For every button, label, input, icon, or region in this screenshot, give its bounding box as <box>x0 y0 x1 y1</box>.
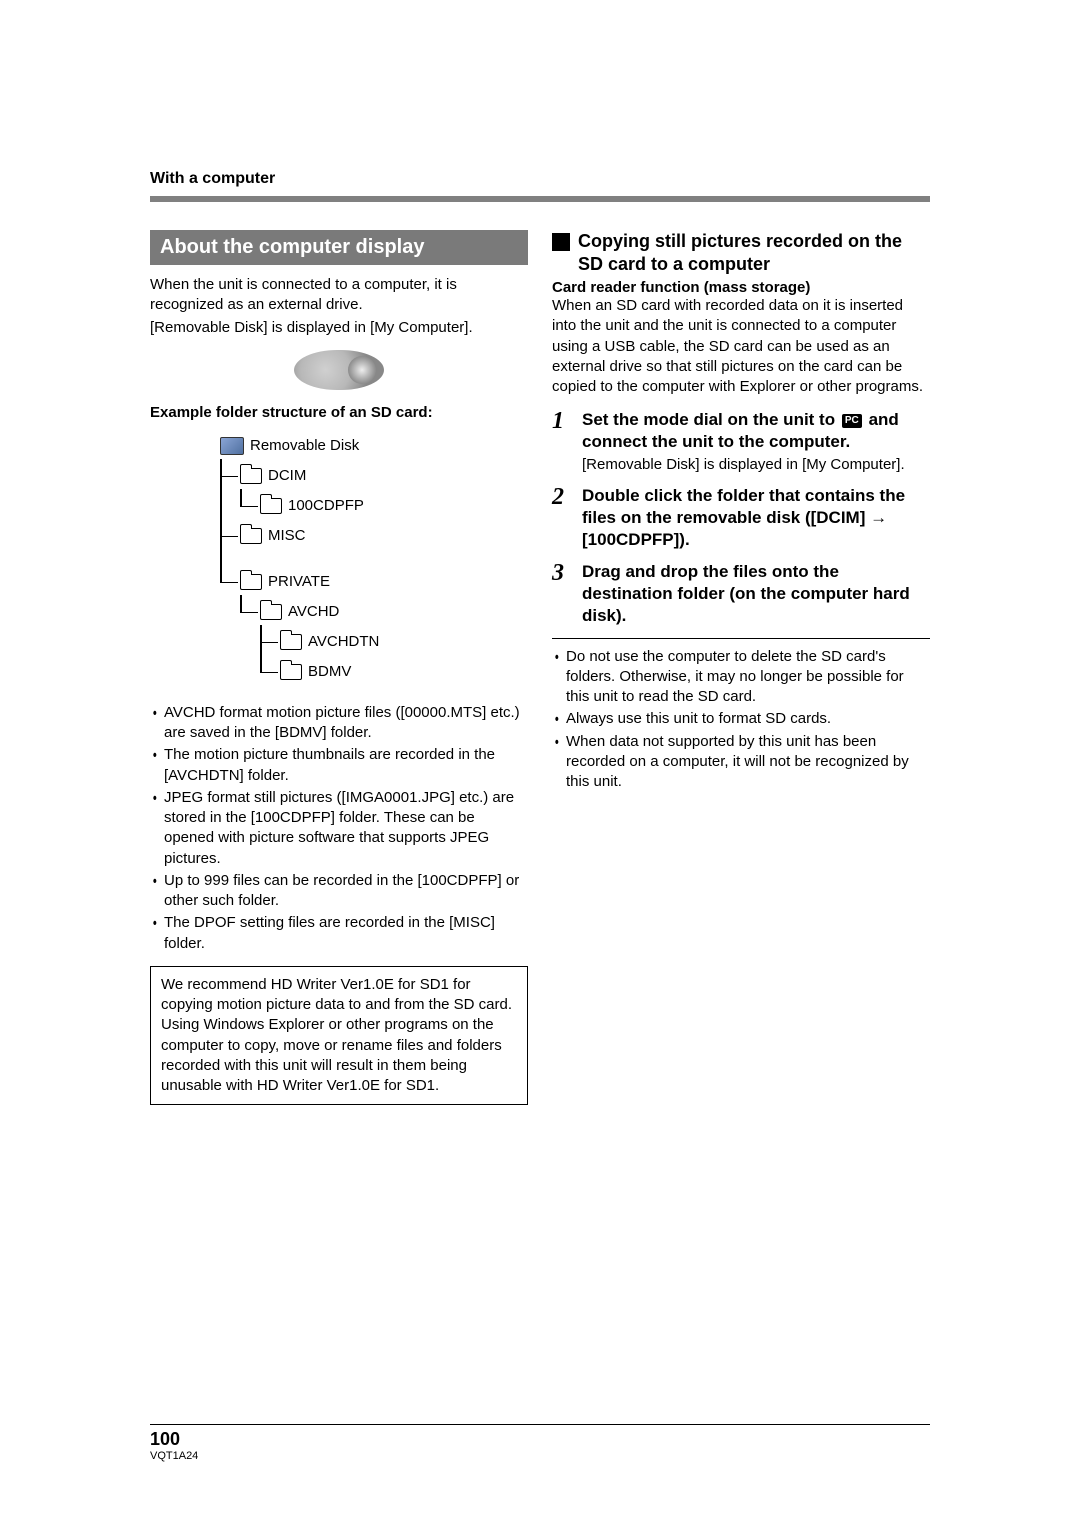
document-code: VQT1A24 <box>150 1450 930 1462</box>
bullet-item: The DPOF setting files are recorded in t… <box>164 913 528 954</box>
tree-label: DCIM <box>268 467 306 484</box>
tree-label: PRIVATE <box>268 573 330 590</box>
tree-row: PRIVATE <box>220 567 528 597</box>
tree-label: AVCHDTN <box>308 633 379 650</box>
folder-icon <box>240 468 262 484</box>
step-title-pre: Set the mode dial on the unit to <box>582 410 840 429</box>
bullet-item: Always use this unit to format SD cards. <box>566 709 930 729</box>
steps-list: 1 Set the mode dial on the unit to PC an… <box>552 409 930 627</box>
tree-spacer <box>220 597 240 627</box>
folder-icon <box>240 574 262 590</box>
page-number: 100 <box>150 1429 930 1450</box>
page-footer: 100 VQT1A24 <box>150 1424 930 1462</box>
tree-label: MISC <box>268 527 306 544</box>
removable-disk-image <box>294 350 384 390</box>
step-body: Double click the folder that contains th… <box>582 485 930 551</box>
bullet-item: Do not use the computer to delete the SD… <box>566 647 930 708</box>
footer-rule <box>150 1424 930 1425</box>
step-body: Set the mode dial on the unit to PC and … <box>582 409 930 475</box>
tree-connector <box>220 491 240 521</box>
tree-connector <box>240 491 260 521</box>
tree-row <box>220 551 528 567</box>
recommendation-note-box: We recommend HD Writer Ver1.0E for SD1 f… <box>150 966 528 1106</box>
step-number: 3 <box>552 561 572 627</box>
right-column: Copying still pictures recorded on the S… <box>552 230 930 1105</box>
right-divider <box>552 638 930 639</box>
tree-row: MISC <box>220 521 528 551</box>
drive-icon <box>220 437 244 455</box>
tree-row: AVCHDTN <box>220 627 528 657</box>
two-column-layout: About the computer display When the unit… <box>150 230 930 1105</box>
bullet-item: The motion picture thumbnails are record… <box>164 745 528 786</box>
tree-row: AVCHD <box>220 597 528 627</box>
step-body: Drag and drop the files onto the destina… <box>582 561 930 627</box>
tree-connector <box>260 657 280 687</box>
step-note: [Removable Disk] is displayed in [My Com… <box>582 455 930 475</box>
bullet-item: AVCHD format motion picture files ([0000… <box>164 703 528 744</box>
tree-spacer <box>220 657 260 687</box>
folder-icon <box>260 498 282 514</box>
header-section-label: With a computer <box>150 170 930 188</box>
tree-connector <box>240 597 260 627</box>
right-intro: When an SD card with recorded data on it… <box>552 296 930 397</box>
pc-mode-icon: PC <box>842 414 862 428</box>
bullet-item: Up to 999 files can be recorded in the [… <box>164 871 528 912</box>
step-number: 1 <box>552 409 572 475</box>
manual-page: With a computer About the computer displ… <box>0 0 1080 1165</box>
folder-icon <box>260 604 282 620</box>
folder-tree: Removable Disk DCIM 100CDPFP MISC <box>220 431 528 687</box>
copying-section-heading: Copying still pictures recorded on the S… <box>552 230 930 275</box>
right-notes-list: Do not use the computer to delete the SD… <box>552 647 930 793</box>
tree-row: DCIM <box>220 461 528 491</box>
step-title: Double click the folder that contains th… <box>582 485 930 551</box>
left-intro-2: [Removable Disk] is displayed in [My Com… <box>150 318 528 338</box>
step-number: 2 <box>552 485 572 551</box>
bullet-item: JPEG format still pictures ([IMGA0001.JP… <box>164 788 528 869</box>
header-rule <box>150 196 930 202</box>
section-heading-text: Copying still pictures recorded on the S… <box>578 230 930 275</box>
folder-icon <box>280 664 302 680</box>
left-column: About the computer display When the unit… <box>150 230 528 1105</box>
tree-spacer <box>220 627 260 657</box>
step-title: Drag and drop the files onto the destina… <box>582 561 930 627</box>
folder-icon <box>240 528 262 544</box>
step-3: 3 Drag and drop the files onto the desti… <box>552 561 930 627</box>
step-2: 2 Double click the folder that contains … <box>552 485 930 551</box>
tree-connector <box>260 627 280 657</box>
tree-root-row: Removable Disk <box>220 431 528 461</box>
example-structure-heading: Example folder structure of an SD card: <box>150 404 528 421</box>
step-title: Set the mode dial on the unit to PC and … <box>582 409 930 453</box>
left-title-bar: About the computer display <box>150 230 528 265</box>
tree-row: 100CDPFP <box>220 491 528 521</box>
bullet-item: When data not supported by this unit has… <box>566 732 930 793</box>
tree-label: BDMV <box>308 663 351 680</box>
section-marker-icon <box>552 233 570 251</box>
left-bullet-list: AVCHD format motion picture files ([0000… <box>150 703 528 954</box>
tree-row: BDMV <box>220 657 528 687</box>
folder-icon <box>280 634 302 650</box>
card-reader-subheading: Card reader function (mass storage) <box>552 279 930 296</box>
tree-label: AVCHD <box>288 603 339 620</box>
step-1: 1 Set the mode dial on the unit to PC an… <box>552 409 930 475</box>
tree-root-label: Removable Disk <box>250 437 359 454</box>
tree-connector <box>220 567 240 597</box>
tree-connector <box>220 461 240 491</box>
left-intro-1: When the unit is connected to a computer… <box>150 275 528 316</box>
tree-label: 100CDPFP <box>288 497 364 514</box>
